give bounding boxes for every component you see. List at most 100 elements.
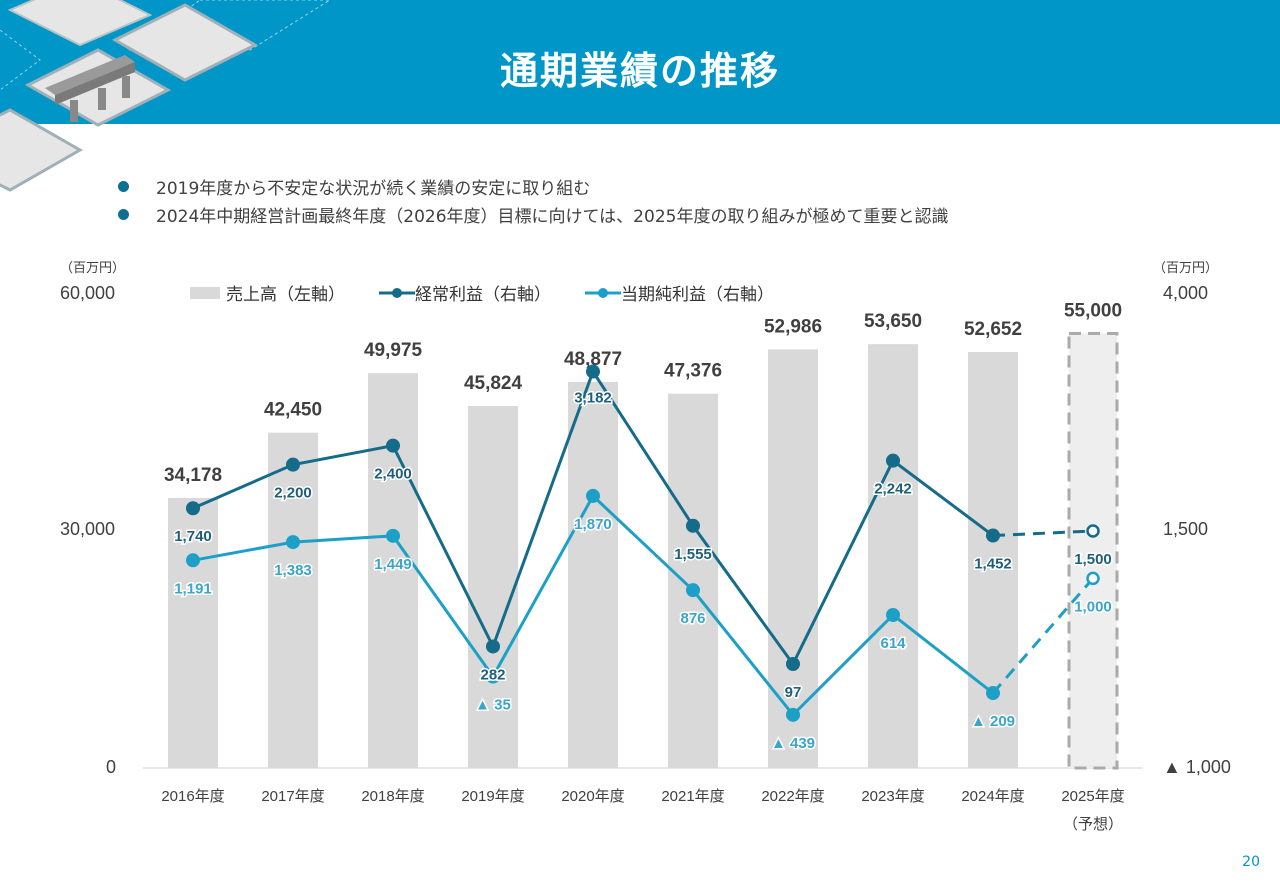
ordinary-data-label: 2,200 — [274, 485, 312, 502]
ordinary-data-label: 1,452 — [974, 556, 1012, 573]
sales-data-label: 48,877 — [564, 349, 622, 370]
net-income-point — [686, 583, 700, 598]
page-number: 20 — [1242, 854, 1260, 870]
net-income-data-label: 876 — [680, 610, 705, 627]
net-income-data-label: 1,000 — [1074, 598, 1112, 615]
ordinary-data-label: 282 — [480, 666, 505, 683]
sales-data-label: 49,975 — [364, 340, 423, 361]
category-label: 2023年度 — [861, 788, 924, 805]
legend-bar-swatch — [190, 286, 220, 299]
net-income-point — [386, 528, 400, 543]
net-income-point — [586, 488, 600, 503]
category-label: 2017年度 — [261, 788, 324, 805]
ordinary-data-label: 2,400 — [374, 466, 412, 483]
sales-data-label: 53,650 — [864, 311, 922, 332]
ordinary-data-label: 97 — [785, 684, 802, 701]
legend-item-net: 当期純利益（右軸） — [585, 280, 774, 305]
category-label: 2022年度 — [761, 788, 824, 805]
ordinary-profit-point — [886, 453, 900, 468]
ordinary-profit-point — [386, 438, 400, 453]
sales-data-label: 55,000 — [1064, 301, 1122, 322]
ordinary-data-label: 1,500 — [1074, 551, 1112, 568]
ordinary-data-label: 2,242 — [874, 481, 912, 498]
ordinary-profit-point — [186, 501, 200, 516]
ordinary-data-label: 3,182 — [574, 390, 612, 407]
ordinary-profit-forecast-point — [1086, 524, 1100, 538]
ordinary-profit-point — [286, 457, 300, 472]
net-income-data-label: 1,191 — [174, 580, 212, 597]
left-tick-label: 60,000 — [60, 283, 116, 303]
left-axis-unit: （百万円） — [60, 261, 126, 276]
sales-bar — [268, 432, 318, 768]
forecast-bar — [1067, 332, 1119, 770]
net-income-point — [186, 553, 200, 568]
net-income-data-label: 1,449 — [374, 556, 412, 573]
bullet-text: 2019年度から不安定な状況が続く業績の安定に取り組む — [156, 178, 591, 199]
sales-bar — [768, 349, 818, 768]
ordinary-profit-point — [986, 528, 1000, 543]
sales-bar — [568, 381, 618, 768]
bullet-item: 2019年度から不安定な状況が続く業績の安定に取り組む — [118, 172, 948, 200]
chart-legend: 売上高（左軸） 経常利益（右軸） 当期純利益（右軸） — [190, 280, 808, 305]
net-income-forecast-point — [1086, 571, 1100, 586]
platform-decoration-icon — [0, 0, 259, 192]
bullet-dot-icon — [118, 208, 129, 220]
legend-label: 経常利益（右軸） — [415, 285, 551, 305]
right-axis-unit: （百万円） — [1153, 261, 1219, 276]
net-income-data-label: ▲ 209 — [971, 713, 1015, 730]
net-income-point — [986, 686, 1000, 701]
legend-line-swatch — [585, 287, 621, 298]
right-tick-label: 4,000 — [1163, 283, 1209, 303]
legend-item-ordinary: 経常利益（右軸） — [379, 280, 551, 305]
legend-item-sales: 売上高（左軸） — [190, 280, 345, 305]
net-income-point — [886, 607, 900, 622]
bullet-item: 2024年中期経営計画最終年度（2026年度）目標に向けては、2025年度の取り… — [118, 200, 948, 228]
net-income-data-label: ▲ 35 — [475, 697, 511, 714]
sales-bar — [468, 405, 518, 768]
sales-bar — [668, 393, 718, 768]
ordinary-profit-point — [686, 518, 700, 533]
category-label: 2018年度 — [361, 788, 424, 805]
net-income-point — [786, 707, 800, 722]
sales-data-label: 47,376 — [664, 361, 722, 382]
net-income-forecast-line — [991, 577, 1095, 694]
sales-data-label: 42,450 — [264, 400, 322, 421]
bullet-text: 2024年中期経営計画最終年度（2026年度）目標に向けては、2025年度の取り… — [156, 206, 949, 227]
sales-data-label: 45,824 — [464, 373, 523, 394]
category-label: 2020年度 — [561, 788, 624, 805]
category-label: 2021年度 — [661, 788, 724, 805]
sales-bar — [168, 497, 218, 768]
legend-line-swatch — [379, 287, 415, 298]
net-income-data-label: 1,383 — [274, 562, 312, 579]
ordinary-profit-point — [586, 364, 600, 379]
sales-bar — [868, 344, 918, 768]
left-tick-label: 0 — [106, 757, 117, 777]
forecast-note: （予想） — [1063, 816, 1123, 833]
page-title: 通期業績の推移 — [499, 49, 780, 93]
net-income-point — [486, 669, 500, 684]
right-tick-label: ▲ 1,000 — [1163, 757, 1231, 777]
right-tick-label: 1,500 — [1163, 519, 1209, 539]
net-income-point — [286, 535, 300, 550]
net-income-data-label: ▲ 439 — [771, 735, 815, 752]
legend-label: 売上高（左軸） — [226, 285, 345, 305]
ordinary-data-label: 1,555 — [674, 546, 712, 563]
category-label: 2016年度 — [161, 788, 224, 805]
bullet-list: 2019年度から不安定な状況が続く業績の安定に取り組む 2024年中期経営計画最… — [118, 172, 948, 228]
left-tick-label: 30,000 — [60, 519, 116, 539]
ordinary-profit-point — [486, 639, 500, 654]
ordinary-data-label: 1,740 — [174, 528, 212, 545]
net-income-data-label: 614 — [880, 635, 906, 652]
legend-label: 当期純利益（右軸） — [621, 285, 774, 305]
category-label: 2019年度 — [461, 788, 524, 805]
ordinary-profit-forecast-line — [992, 529, 1094, 538]
sales-data-label: 52,986 — [764, 316, 822, 337]
sales-data-label: 52,652 — [964, 319, 1022, 340]
bullet-dot-icon — [118, 180, 129, 192]
category-label: 2025年度 — [1061, 788, 1124, 805]
net-income-data-label: 1,870 — [574, 516, 612, 533]
sales-data-label: 34,178 — [164, 465, 222, 486]
ordinary-profit-point — [786, 657, 800, 672]
category-label: 2024年度 — [961, 788, 1024, 805]
